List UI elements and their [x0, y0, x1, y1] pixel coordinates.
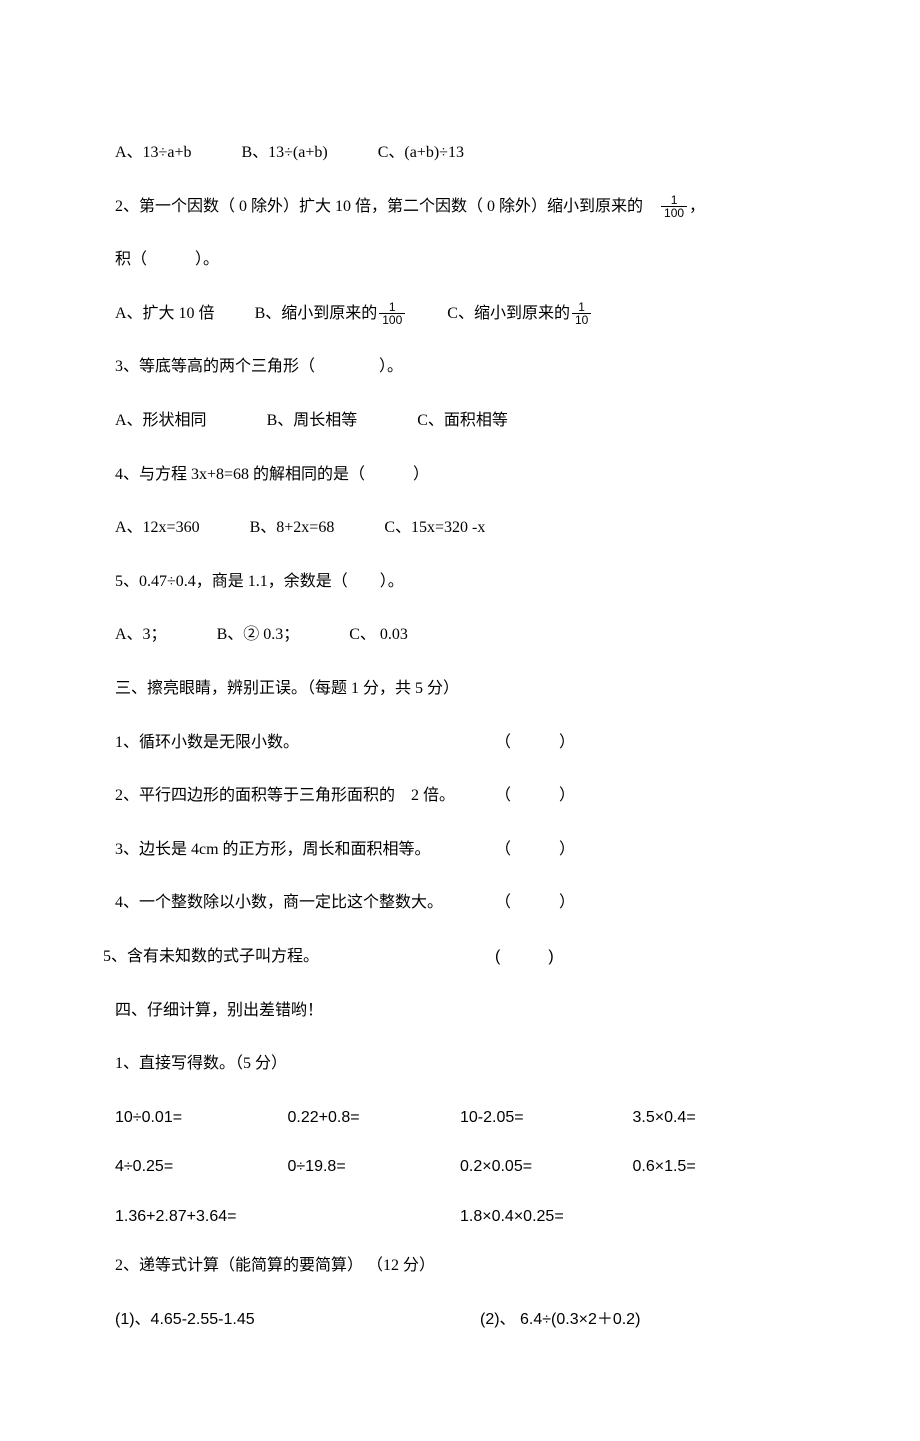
s3-q5: 5、含有未知数的式子叫方程。 ( ) [103, 944, 805, 970]
q4-opt-c: C、15x=320 -x [384, 515, 485, 541]
q2-frac1: 1 100 [661, 194, 687, 219]
q1-opt-c: C、(a+b)÷13 [378, 140, 464, 166]
q4-options: A、12x=360 B、8+2x=68 C、15x=320 -x [115, 515, 805, 541]
s3-q2: 2、平行四边形的面积等于三角形面积的 2 倍。 （ ） [115, 783, 805, 809]
calc-r2-d: 0.6×1.5= [633, 1154, 806, 1180]
section3-title: 三、擦亮眼睛，辨别正误。（每题 1 分，共 5 分） [115, 676, 805, 702]
section4-title: 四、仔细计算，别出差错哟！ [115, 998, 805, 1024]
q1-opt-a: A、13÷a+b [115, 140, 191, 166]
calc-r1-d: 3.5×0.4= [633, 1105, 806, 1131]
calc-r3-b: 1.8×0.4×0.25= [460, 1204, 805, 1230]
calc-r2-b: 0÷19.8= [288, 1154, 461, 1180]
calc-r1-a: 10÷0.01= [115, 1105, 288, 1131]
q5-opt-b: B、② 0.3； [217, 622, 300, 648]
q5-options: A、3； B、② 0.3； C、 0.03 [115, 622, 805, 648]
q3-opt-b: B、周长相等 [267, 408, 358, 434]
calc-row2: 4÷0.25= 0÷19.8= 0.2×0.05= 0.6×1.5= [115, 1154, 805, 1180]
q2-opt-c-frac: 1 10 [572, 301, 591, 326]
calc-row3: 1.36+2.87+3.64= 1.8×0.4×0.25= [115, 1204, 805, 1230]
q2-options: A、扩大 10 倍 B、缩小到原来的 1 100 C、缩小到原来的 1 10 [115, 301, 805, 327]
q1-opt-b: B、13÷(a+b) [241, 140, 327, 166]
q2-opt-b-frac: 1 100 [379, 301, 405, 326]
calc-r3-a: 1.36+2.87+3.64= [115, 1204, 460, 1230]
s4-sub2-q1: (1)、4.65-2.55-1.45 [115, 1307, 440, 1333]
s3-q3: 3、边长是 4cm 的正方形，周长和面积相等。 （ ） [115, 837, 805, 863]
q5-opt-a: A、3； [115, 622, 167, 648]
s4-sub2-title: 2、递等式计算（能简算的要简算） （12 分） [115, 1253, 805, 1279]
s4-sub2-row: (1)、4.65-2.55-1.45 (2)、 6.4÷(0.3×2＋0.2) [115, 1307, 805, 1333]
calc-row1: 10÷0.01= 0.22+0.8= 10-2.05= 3.5×0.4= [115, 1105, 805, 1131]
q4-opt-b: B、8+2x=68 [250, 515, 335, 541]
q2-opt-b: B、缩小到原来的 1 100 [255, 301, 408, 327]
q2-opt-a: A、扩大 10 倍 [115, 301, 215, 327]
q4-opt-a: A、12x=360 [115, 515, 200, 541]
calc-r1-c: 10-2.05= [460, 1105, 633, 1131]
s3-q1: 1、循环小数是无限小数。 （ ） [115, 730, 805, 756]
q1-options: A、13÷a+b B、13÷(a+b) C、(a+b)÷13 [115, 140, 805, 166]
calc-r2-a: 4÷0.25= [115, 1154, 288, 1180]
q2-line2: 积（ ）。 [115, 247, 805, 273]
q5-text: 5、0.47÷0.4，商是 1.1，余数是（ ）。 [115, 569, 805, 595]
q3-text: 3、等底等高的两个三角形（ ）。 [115, 354, 805, 380]
q3-opt-c: C、面积相等 [417, 408, 508, 434]
q4-text: 4、与方程 3x+8=68 的解相同的是（ ） [115, 462, 805, 488]
q2-text-before: 2、第一个因数（ 0 除外）扩大 10 倍，第二个因数（ 0 除外）缩小到原来的 [115, 194, 643, 220]
q2-text-after: ， [689, 194, 705, 220]
s3-q4: 4、一个整数除以小数，商一定比这个整数大。 （ ） [115, 890, 805, 916]
q2-line1: 2、第一个因数（ 0 除外）扩大 10 倍，第二个因数（ 0 除外）缩小到原来的… [115, 194, 805, 220]
q3-options: A、形状相同 B、周长相等 C、面积相等 [115, 408, 805, 434]
calc-r1-b: 0.22+0.8= [288, 1105, 461, 1131]
q2-opt-c: C、缩小到原来的 1 10 [447, 301, 593, 327]
s4-sub2-q2: (2)、 6.4÷(0.3×2＋0.2) [440, 1307, 805, 1333]
s4-sub1-title: 1、直接写得数。（5 分） [115, 1051, 805, 1077]
q3-opt-a: A、形状相同 [115, 408, 207, 434]
calc-r2-c: 0.2×0.05= [460, 1154, 633, 1180]
q5-opt-c: C、 0.03 [349, 622, 408, 648]
